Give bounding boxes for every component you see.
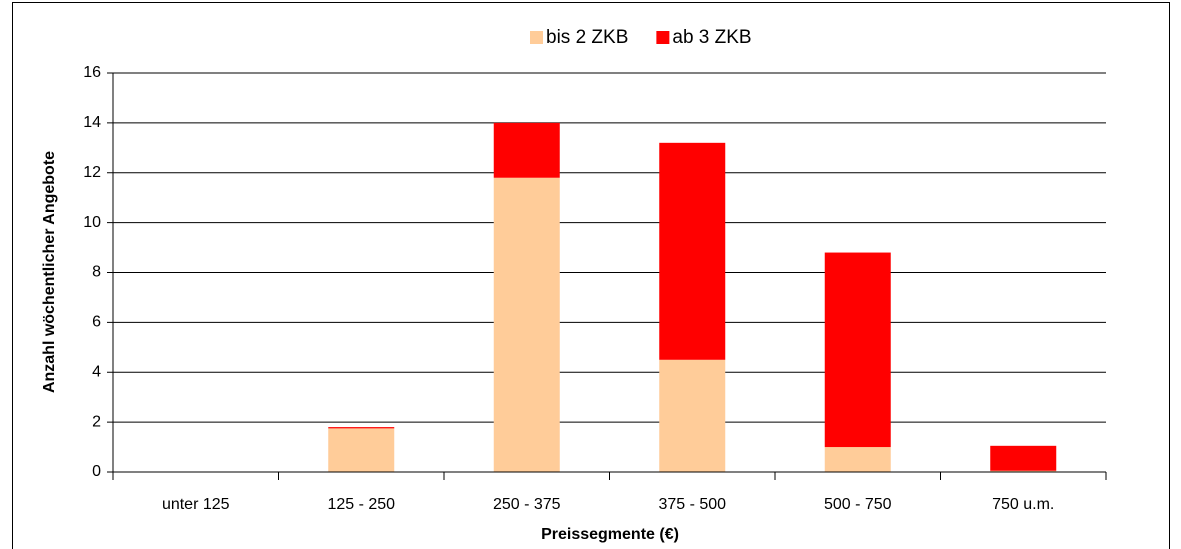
chart-frame xyxy=(12,2,1170,549)
legend-label: ab 3 ZKB xyxy=(672,27,751,48)
x-tick-label: 750 u.m. xyxy=(992,496,1054,513)
y-tick-label: 14 xyxy=(83,114,101,131)
x-tick-label: 250 - 375 xyxy=(493,496,561,513)
y-tick-label: 2 xyxy=(92,413,101,430)
bar xyxy=(990,470,1057,472)
y-tick-label: 12 xyxy=(83,164,101,181)
bar xyxy=(659,142,726,360)
y-tick-label: 0 xyxy=(92,463,101,480)
bar xyxy=(659,359,726,472)
x-axis-label: Preissegmente (€) xyxy=(541,526,679,543)
y-tick-label: 8 xyxy=(92,264,101,281)
legend-swatch xyxy=(656,31,670,44)
bar xyxy=(328,427,395,429)
y-tick-label: 16 xyxy=(83,64,101,81)
bar xyxy=(328,428,395,472)
bar xyxy=(824,252,891,448)
legend-label: bis 2 ZKB xyxy=(546,27,628,48)
bar xyxy=(493,122,560,178)
x-tick-label: 125 - 250 xyxy=(327,496,395,513)
bar xyxy=(990,445,1057,471)
y-axis-label: Anzahl wöchentlicher Angebote xyxy=(41,151,58,393)
x-tick-label: 375 - 500 xyxy=(658,496,726,513)
bar xyxy=(824,447,891,472)
y-tick-label: 6 xyxy=(92,314,101,331)
bar xyxy=(493,177,560,473)
y-tick-label: 4 xyxy=(92,363,101,380)
y-tick-label: 10 xyxy=(83,214,101,231)
legend-swatch xyxy=(530,31,543,44)
x-tick-label: 500 - 750 xyxy=(824,496,892,513)
x-tick-label: unter 125 xyxy=(162,496,230,513)
